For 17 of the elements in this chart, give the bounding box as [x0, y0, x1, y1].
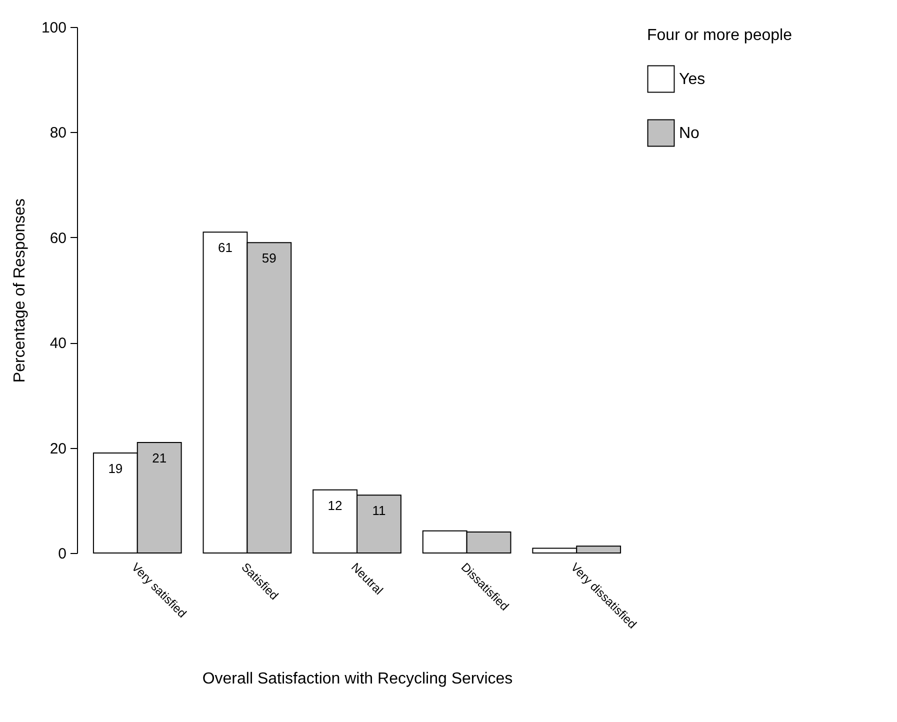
y-tick-label: 40 [50, 335, 66, 352]
data-label: 11 [372, 503, 386, 518]
y-tick-label: 20 [50, 440, 66, 458]
y-tick-label: 0 [58, 546, 66, 562]
legend-title: Four or more people [647, 27, 792, 44]
legend-label: No [679, 125, 700, 142]
data-label: 59 [262, 250, 276, 266]
y-tick-label: 60 [50, 230, 66, 247]
data-label: 61 [218, 240, 232, 256]
data-label: 21 [152, 450, 167, 466]
y-tick-label: 100 [41, 20, 66, 36]
data-label: 12 [328, 498, 342, 513]
y-tick-label: 80 [50, 124, 66, 142]
x-axis-title: Overall Satisfaction with Recycling Services [202, 670, 513, 688]
legend-label: Yes [679, 71, 706, 88]
data-label: 19 [108, 461, 123, 476]
y-axis-title: Percentage of Responses [11, 198, 28, 383]
